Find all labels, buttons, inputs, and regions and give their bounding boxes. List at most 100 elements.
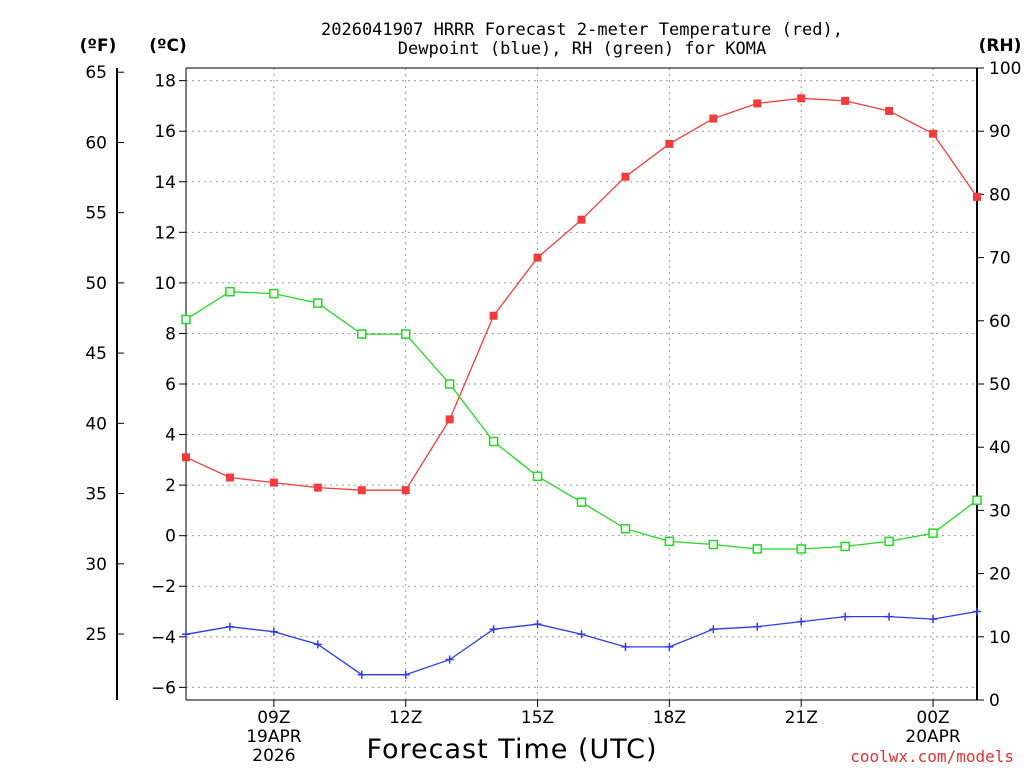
rh-tick-label: 40 xyxy=(989,438,1011,458)
x-tick-label: 12Z xyxy=(389,708,422,728)
chart-title-line-1: 2026041907 HRRR Forecast 2-meter Tempera… xyxy=(321,20,843,40)
celsius-tick-label: 8 xyxy=(165,324,176,344)
celsius-tick-label: −6 xyxy=(151,678,176,698)
rh-unit-label: (RH) xyxy=(979,36,1022,56)
temperature-marker xyxy=(401,486,410,495)
celsius-tick-label: 10 xyxy=(154,274,176,294)
rh-marker xyxy=(884,536,894,547)
axes: −6 −4 −2 0 2 4 6 8 10 12 14 16 18 25 30 35 40 45 50 55 60 65 0… xyxy=(85,59,1021,766)
dewpoint-marker xyxy=(797,617,806,626)
fahrenheit-tick-label: 40 xyxy=(85,414,107,434)
fahrenheit-tick-label: 35 xyxy=(85,485,107,505)
rh-tick-label: 10 xyxy=(989,628,1011,648)
celsius-tick-label: 14 xyxy=(154,173,176,193)
dewpoint-marker xyxy=(577,630,586,639)
dewpoint-marker xyxy=(665,642,674,651)
series-line-0 xyxy=(185,97,978,491)
temperature-marker xyxy=(313,483,322,492)
temperature-marker xyxy=(357,486,366,495)
rh-marker xyxy=(576,497,587,507)
dewpoint-marker xyxy=(753,622,762,631)
temperature-marker xyxy=(225,473,234,482)
dewpoint-marker xyxy=(182,630,190,639)
temperature-marker xyxy=(709,114,718,123)
temperature-marker xyxy=(577,215,586,224)
celsius-tick-label: 6 xyxy=(165,375,176,395)
dewpoint-marker xyxy=(929,615,938,624)
fahrenheit-tick-label: 60 xyxy=(85,133,107,153)
rh-marker xyxy=(225,286,235,297)
rh-marker xyxy=(532,471,543,482)
dewpoint-marker xyxy=(533,620,542,629)
series-line-1 xyxy=(185,610,978,676)
chart-title-line-2: Dewpoint (blue), RH (green) for KOMA xyxy=(398,39,766,59)
temperature-marker xyxy=(489,311,498,320)
x-tick-label: 09Z xyxy=(257,708,290,728)
rh-tick-label: 0 xyxy=(989,691,1000,711)
rh-tick-label: 70 xyxy=(989,249,1011,269)
temperature-marker xyxy=(885,106,894,115)
rh-marker xyxy=(269,288,279,299)
dewpoint-marker xyxy=(269,627,278,636)
fahrenheit-tick-label: 55 xyxy=(85,204,107,224)
rh-tick-label: 100 xyxy=(989,59,1021,79)
rh-tick-label: 90 xyxy=(989,122,1011,142)
dewpoint-marker xyxy=(841,612,850,621)
rh-tick-label: 30 xyxy=(989,501,1011,521)
celsius-unit-label: (ºC) xyxy=(149,36,187,56)
rh-marker xyxy=(972,495,982,506)
rh-marker xyxy=(181,314,191,325)
temperature-marker xyxy=(533,253,542,262)
x-tick-label: 18Z xyxy=(653,708,686,728)
dewpoint-marker xyxy=(445,655,454,664)
temperature-marker xyxy=(753,99,762,108)
rh-marker xyxy=(488,436,499,447)
temperature-marker xyxy=(797,94,806,103)
rh-tick-label: 60 xyxy=(989,312,1011,332)
celsius-tick-label: 12 xyxy=(154,223,176,243)
fahrenheit-tick-label: 65 xyxy=(85,63,107,83)
x-tick-date-label: 20APR xyxy=(905,727,961,747)
x-axis-label: Forecast Time (UTC) xyxy=(366,734,657,765)
rh-marker xyxy=(928,528,938,538)
dewpoint-marker xyxy=(401,670,410,679)
temperature-marker xyxy=(182,453,190,462)
x-tick-year-label: 2026 xyxy=(252,746,295,766)
rh-tick-label: 20 xyxy=(989,565,1011,585)
rh-marker xyxy=(664,536,675,547)
celsius-tick-label: 4 xyxy=(165,426,176,446)
temperature-marker xyxy=(269,478,278,487)
series-layer xyxy=(181,94,982,679)
fahrenheit-tick-label: 50 xyxy=(85,274,107,294)
dewpoint-marker xyxy=(313,640,322,649)
credit-link[interactable]: coolwx.com/models xyxy=(850,747,1014,766)
rh-marker xyxy=(444,379,455,389)
celsius-tick-label: 18 xyxy=(154,72,176,92)
x-tick-label: 21Z xyxy=(785,708,818,728)
temperature-marker xyxy=(445,415,454,424)
dewpoint-marker xyxy=(357,670,366,679)
fahrenheit-unit-label: (ºF) xyxy=(80,36,117,56)
x-tick-date-label: 19APR xyxy=(246,727,302,747)
dewpoint-marker xyxy=(973,607,981,616)
rh-marker xyxy=(620,523,631,534)
dewpoint-marker xyxy=(621,642,630,651)
fahrenheit-tick-label: 25 xyxy=(85,625,107,645)
fahrenheit-tick-label: 45 xyxy=(85,344,107,364)
celsius-tick-label: 16 xyxy=(154,122,176,142)
celsius-tick-label: −4 xyxy=(151,628,176,648)
rh-marker xyxy=(357,329,367,339)
temperature-marker xyxy=(929,129,938,138)
temperature-marker xyxy=(841,96,850,105)
celsius-tick-label: 2 xyxy=(165,476,176,496)
rh-tick-label: 50 xyxy=(989,375,1011,395)
rh-marker xyxy=(752,544,763,554)
x-tick-label: 00Z xyxy=(916,708,949,728)
temperature-marker xyxy=(621,172,630,181)
dewpoint-marker xyxy=(885,612,894,621)
rh-marker xyxy=(796,544,806,554)
rh-marker xyxy=(708,539,719,550)
celsius-tick-label: 0 xyxy=(165,527,176,547)
series-line-2 xyxy=(185,291,978,550)
